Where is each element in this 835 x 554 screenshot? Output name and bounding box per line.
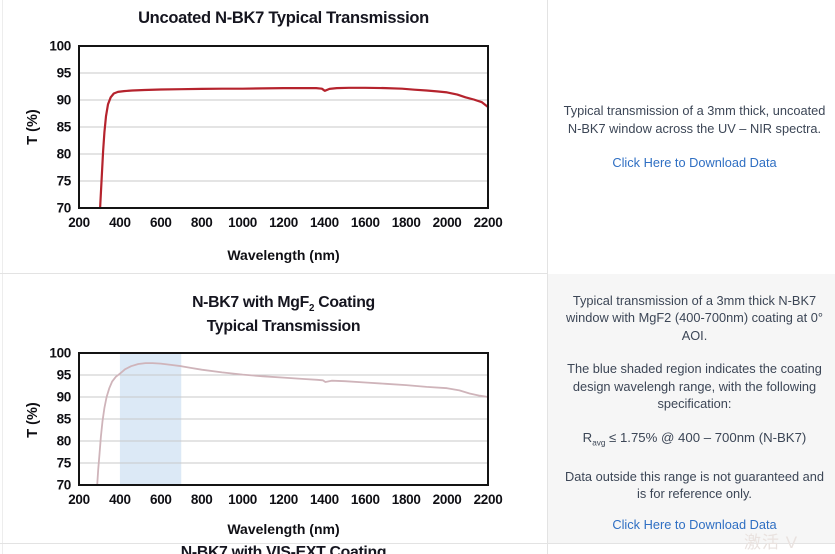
mgf2-caption-text: Typical transmission of a 3mm thick N-BK… [566,292,823,343]
y-tick-label: 80 [57,147,71,162]
mgf2-caption-panel: Typical transmission of a 3mm thick N-BK… [548,274,835,543]
chart2-title-line1: N-BK7 with MgF2 Coating [192,294,375,315]
x-tick-label: 1800 [392,492,421,507]
chart2-plot: 200 400 600 800 1000 1200 1400 1600 1800 2000 2200… [49,346,503,508]
chart2-x-axis-label: Wavelength (nm) [227,521,340,537]
transmission-curve [98,86,490,210]
left-edge-border [2,0,3,554]
x-tick-label: 2000 [433,492,462,507]
y-tick-label: 70 [57,478,71,493]
x-tick-label: 2200 [474,492,503,507]
y-tick-label: 70 [57,201,71,216]
x-tick-label: 200 [68,492,90,507]
download-data-link-uncoated[interactable]: Click Here to Download Data [612,154,777,170]
chart1-y-axis-label: T (%) [25,109,41,145]
x-tick-label: 400 [109,215,131,230]
x-tick-label: 800 [191,215,213,230]
chart1-title: Uncoated N-BK7 Typical Transmission [138,9,429,27]
activation-watermark: 激活 V [744,533,799,552]
y-tick-label: 75 [57,456,72,471]
y-tick-label: 85 [57,412,72,427]
y-tick-label: 100 [49,39,71,54]
column-divider [547,0,548,554]
reference-only-note: Data outside this range is not guarantee… [565,468,824,502]
y-tick-label: 90 [57,390,71,405]
download-data-link-mgf2[interactable]: Click Here to Download Data [612,516,777,532]
chart2-title-line2: Typical Transmission [206,318,361,336]
x-tick-label: 1800 [392,215,421,230]
x-tick-label: 400 [109,492,131,507]
y-tick-label: 95 [57,66,72,81]
chart1-plot: 200 400 600 800 1000 1200 1400 1600 1800 2000 2200… [49,39,503,231]
avg-subscript: avg [592,438,606,448]
x-tick-label: 1600 [351,215,380,230]
x-tick-label: 2000 [433,215,462,230]
mgf2-chart-section: N-BK7 with MgF2 Coating Typical Transmis… [0,274,547,543]
y-tick-label: 85 [57,120,72,135]
subscript-2: 2 [308,303,315,315]
y-tick-label: 80 [57,434,71,449]
y-tick-label: 95 [57,368,72,383]
x-tick-label: 1000 [228,492,257,507]
chart1-x-axis-label: Wavelength (nm) [227,247,340,263]
y-tick-label: 90 [57,93,71,108]
next-chart-title-clipped: N-BK7 with VIS-EXT Coating [180,544,387,554]
x-tick-label: 1600 [351,492,380,507]
section-divider-1 [0,273,547,274]
x-tick-label: 2200 [474,215,503,230]
x-tick-label: 1400 [310,215,339,230]
x-tick-label: 600 [150,492,172,507]
shaded-region-note: The blue shaded region indicates the coa… [567,361,822,412]
section-divider-2 [0,543,835,544]
x-tick-label: 1000 [228,215,257,230]
x-tick-label: 600 [150,215,172,230]
x-tick-label: 1200 [269,492,298,507]
x-tick-label: 1200 [269,215,298,230]
uncoated-caption-text: Typical transmission of a 3mm thick, unc… [563,102,826,136]
plot-border [78,45,489,209]
y-tick-label: 75 [57,174,72,189]
x-tick-label: 800 [191,492,213,507]
x-tick-label: 1400 [310,492,339,507]
uncoated-chart-section: Uncoated N-BK7 Typical Transmission 200 4… [0,0,547,273]
reflectance-spec: Ravg ≤ 1.75% @ 400 – 700nm (N-BK7) [582,429,807,448]
transmission-curve [96,362,489,486]
y-tick-label: 100 [49,346,71,361]
chart2-y-axis-label: T (%) [25,402,41,438]
plot-border [78,352,489,486]
next-section-row: N-BK7 with VIS-EXT Coating [0,544,547,554]
chart2-title: N-BK7 with MgF2 Coating Typical Transmis… [20,294,547,336]
uncoated-caption-panel: Typical transmission of a 3mm thick, unc… [548,0,835,273]
x-tick-label: 200 [68,215,90,230]
